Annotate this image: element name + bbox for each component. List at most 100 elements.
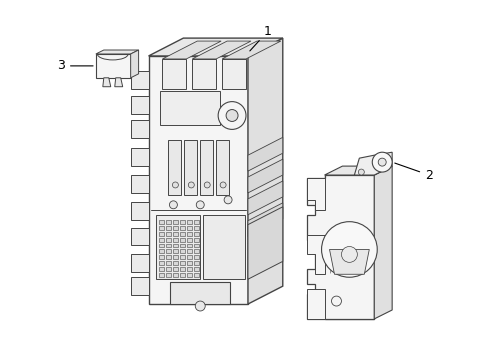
Bar <box>166 220 171 224</box>
Polygon shape <box>354 152 391 175</box>
Polygon shape <box>162 41 221 59</box>
Circle shape <box>358 169 364 175</box>
Bar <box>194 220 199 224</box>
Circle shape <box>371 152 391 172</box>
Bar <box>194 238 199 242</box>
Circle shape <box>321 222 376 277</box>
Circle shape <box>204 182 210 188</box>
Polygon shape <box>184 140 197 195</box>
Circle shape <box>172 182 178 188</box>
Bar <box>159 249 164 253</box>
Bar <box>187 249 192 253</box>
Polygon shape <box>130 121 148 138</box>
Polygon shape <box>130 202 148 220</box>
Bar <box>187 226 192 230</box>
Circle shape <box>377 158 386 166</box>
Bar <box>187 238 192 242</box>
Bar <box>180 261 185 265</box>
Circle shape <box>169 201 177 209</box>
Polygon shape <box>130 277 148 295</box>
Bar <box>166 243 171 247</box>
Bar <box>180 255 185 260</box>
Bar <box>173 261 178 265</box>
Bar <box>159 231 164 235</box>
Text: 1: 1 <box>249 24 271 51</box>
Polygon shape <box>373 166 391 319</box>
Bar <box>194 261 199 265</box>
Circle shape <box>218 102 245 129</box>
Bar <box>173 238 178 242</box>
Bar <box>194 226 199 230</box>
Bar <box>180 220 185 224</box>
Bar <box>173 267 178 271</box>
Polygon shape <box>247 207 282 279</box>
Polygon shape <box>115 78 122 87</box>
Bar <box>166 249 171 253</box>
Polygon shape <box>247 38 282 304</box>
Bar <box>194 231 199 235</box>
Bar <box>194 255 199 260</box>
Text: 2: 2 <box>394 163 432 181</box>
Polygon shape <box>96 50 138 54</box>
Polygon shape <box>130 228 148 246</box>
Bar <box>166 255 171 260</box>
Polygon shape <box>102 78 111 87</box>
Bar <box>187 267 192 271</box>
Polygon shape <box>247 181 282 215</box>
Circle shape <box>341 247 357 262</box>
Bar <box>173 220 178 224</box>
Bar <box>173 243 178 247</box>
Circle shape <box>331 296 341 306</box>
Bar <box>180 238 185 242</box>
Polygon shape <box>130 175 148 193</box>
Bar <box>159 255 164 260</box>
Bar <box>159 267 164 271</box>
Bar <box>180 243 185 247</box>
Polygon shape <box>148 38 282 56</box>
Polygon shape <box>306 289 324 319</box>
Bar <box>173 255 178 260</box>
Polygon shape <box>200 140 213 195</box>
Bar <box>173 231 178 235</box>
Bar <box>187 273 192 277</box>
Polygon shape <box>192 41 250 59</box>
Bar <box>180 267 185 271</box>
Circle shape <box>225 109 238 121</box>
Polygon shape <box>192 59 216 89</box>
Polygon shape <box>168 140 181 195</box>
Bar <box>194 249 199 253</box>
Polygon shape <box>170 282 230 304</box>
Bar <box>166 261 171 265</box>
Circle shape <box>224 196 232 204</box>
Bar <box>159 220 164 224</box>
Bar <box>173 226 178 230</box>
Bar <box>173 249 178 253</box>
Polygon shape <box>247 137 282 171</box>
Bar <box>166 238 171 242</box>
Polygon shape <box>130 71 148 89</box>
Circle shape <box>196 201 204 209</box>
Bar <box>159 226 164 230</box>
Polygon shape <box>130 96 148 113</box>
Bar <box>180 273 185 277</box>
Bar <box>187 231 192 235</box>
Polygon shape <box>222 41 280 59</box>
Polygon shape <box>148 56 247 304</box>
Polygon shape <box>162 59 186 89</box>
Bar <box>166 267 171 271</box>
Bar <box>166 273 171 277</box>
Polygon shape <box>96 54 130 78</box>
Polygon shape <box>306 235 324 274</box>
Circle shape <box>195 301 205 311</box>
Bar <box>159 273 164 277</box>
Polygon shape <box>247 203 282 237</box>
Bar <box>194 273 199 277</box>
Bar <box>166 226 171 230</box>
Bar <box>194 243 199 247</box>
Bar <box>180 249 185 253</box>
Polygon shape <box>130 148 148 166</box>
Bar <box>173 273 178 277</box>
Bar <box>187 243 192 247</box>
Polygon shape <box>130 50 138 78</box>
Circle shape <box>220 182 225 188</box>
